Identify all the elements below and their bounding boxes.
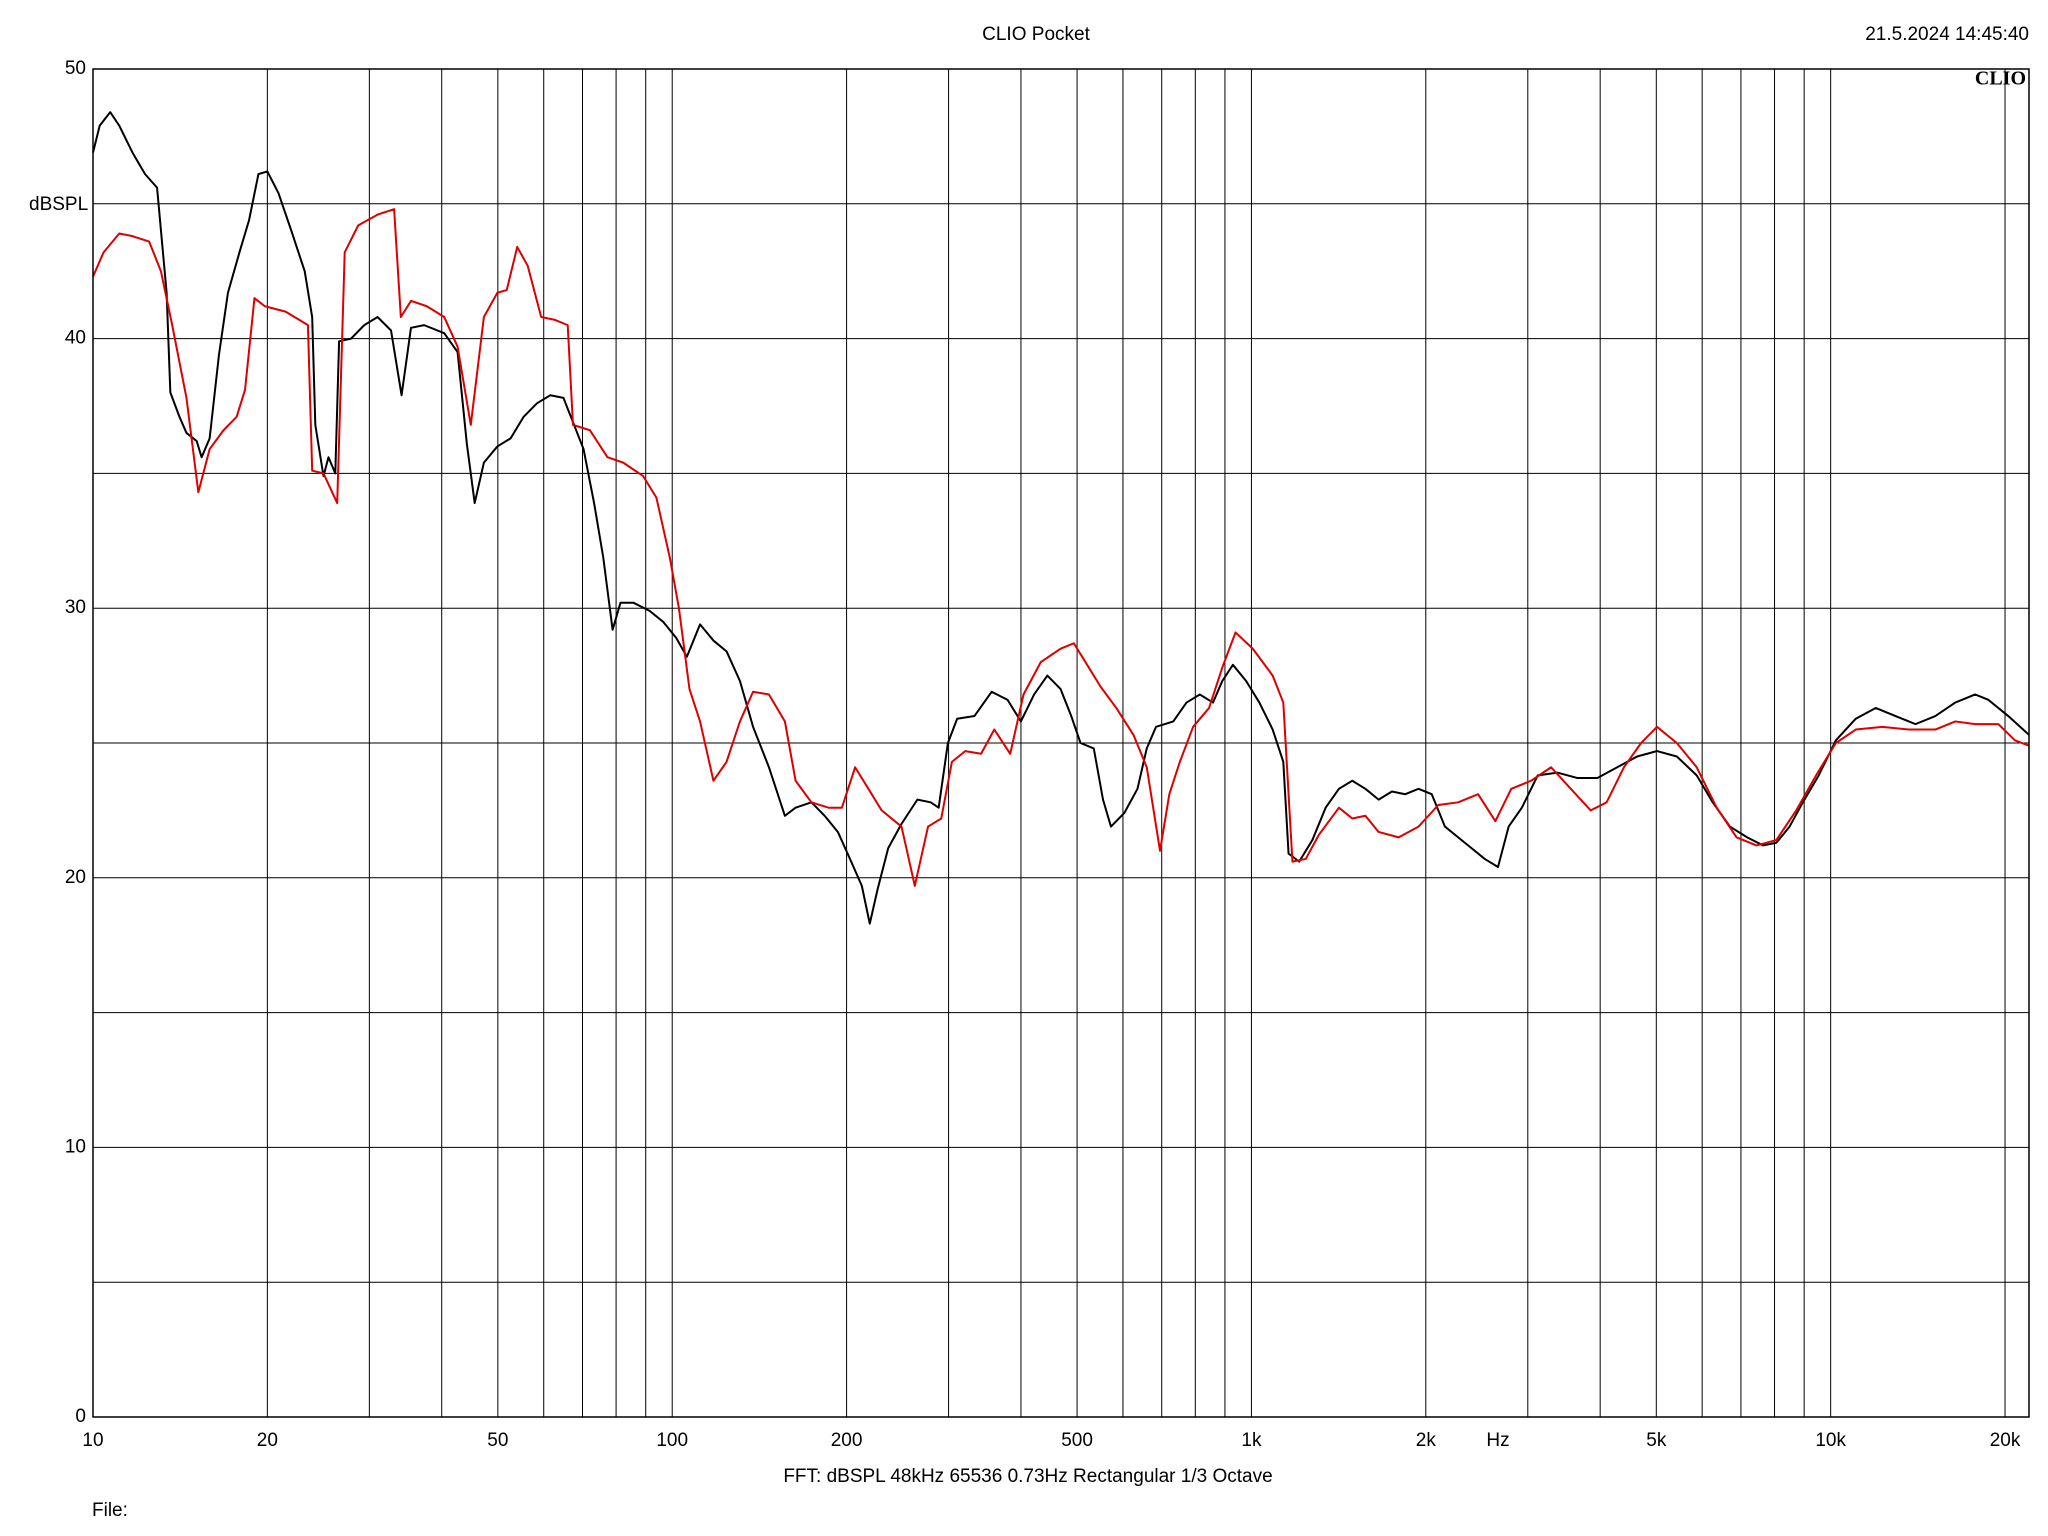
plot-frame [92, 68, 2030, 1418]
grid [92, 68, 2029, 1418]
y-tick-label: 10 [65, 1136, 86, 1157]
chart-title: CLIO Pocket [982, 24, 1090, 45]
plot-lines [92, 111, 2030, 925]
file-label: File: [92, 1500, 128, 1521]
series-line [92, 208, 2030, 887]
y-tick-label: 30 [65, 597, 86, 618]
x-tick-label: 100 [656, 1430, 688, 1451]
footer: FFT: dBSPL 48kHz 65536 0.73Hz Rectangula… [783, 1466, 1272, 1487]
y-tick-label: 40 [65, 328, 86, 349]
x-tick-label: 50 [487, 1430, 508, 1451]
y-tick-label: 20 [65, 867, 86, 888]
y-tick-label: 50 [65, 58, 86, 79]
x-tick-label: 2k [1416, 1430, 1437, 1451]
series-line [92, 111, 2030, 925]
y-tick-label: 0 [75, 1406, 86, 1427]
x-tick-label: 10 [82, 1430, 103, 1451]
x-tick-label: 1k [1241, 1430, 1262, 1451]
x-tick-label: 20k [1990, 1430, 2021, 1451]
x-tick-label: 5k [1646, 1430, 1667, 1451]
x-tick-label: 500 [1061, 1430, 1093, 1451]
timestamp: 21.5.2024 14:45:40 [1865, 24, 2029, 45]
x-tick-label: 10k [1815, 1430, 1846, 1451]
y-axis-label: dBSPL [29, 194, 88, 215]
x-tick-label: 20 [257, 1430, 278, 1451]
logo: CLIO [1975, 68, 2026, 90]
x-axis-label: Hz [1486, 1430, 1509, 1451]
x-tick-label: 200 [831, 1430, 863, 1451]
